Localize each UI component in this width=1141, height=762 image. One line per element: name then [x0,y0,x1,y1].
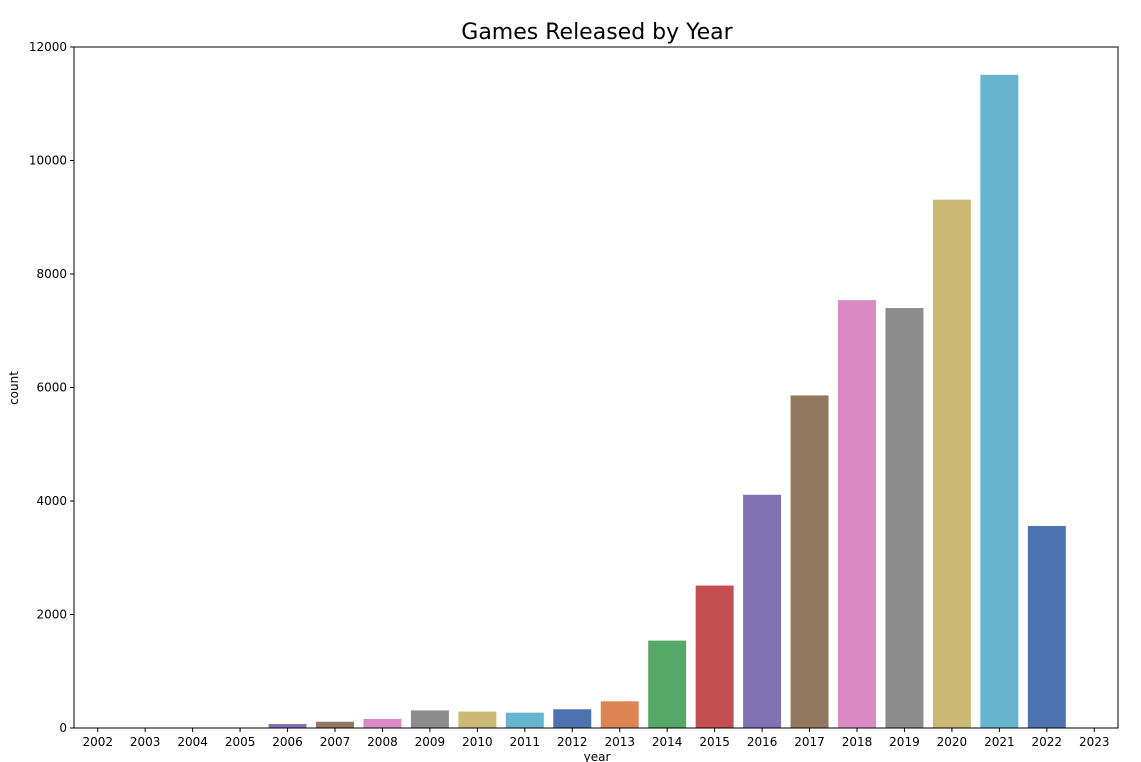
bar-2013 [600,701,639,728]
x-tick-label: 2011 [510,735,541,749]
bar-2022 [1027,525,1066,728]
x-tick-label: 2020 [937,735,968,749]
x-tick-label: 2003 [130,735,161,749]
x-axis-label: year [584,750,611,762]
bar-2008 [363,718,402,728]
bar-2018 [838,300,876,728]
x-tick-label: 2010 [462,735,493,749]
x-tick-label: 2002 [82,735,113,749]
x-tick-label: 2015 [699,735,730,749]
chart-title: Games Released by Year [461,20,733,45]
x-tick-label: 2004 [177,735,208,749]
y-tick-label: 6000 [36,381,67,395]
y-tick-label: 12000 [29,40,67,54]
x-tick-label: 2021 [984,735,1015,749]
plot-frame [73,46,1119,729]
bar-2014 [648,640,687,728]
bar-2012 [553,709,592,728]
bar-2007 [316,721,354,728]
bar-2017 [790,395,829,728]
bar-2011 [505,712,544,728]
x-tick-label: 2012 [557,735,588,749]
x-tick-label: 2009 [415,735,446,749]
x-tick-label: 2017 [794,735,825,749]
x-tick-label: 2007 [320,735,351,749]
y-tick-label: 10000 [29,154,67,168]
x-tick-label: 2014 [652,735,683,749]
x-tick-label: 2019 [889,735,920,749]
y-tick-label: 4000 [36,494,67,508]
x-tick-label: 2018 [842,735,873,749]
y-axis-label: count [7,371,21,405]
bar-2016 [743,494,782,728]
y-tick-label: 2000 [36,608,67,622]
y-axis-ticks: 0 2000 4000 6000 8000 10000 12000 [29,40,74,735]
x-tick-label: 2005 [225,735,256,749]
y-tick-label: 8000 [36,267,67,281]
x-tick-label: 2023 [1079,735,1110,749]
x-tick-label: 2016 [747,735,778,749]
x-tick-label: 2022 [1032,735,1063,749]
bar-2009 [410,710,449,728]
bar-2006 [268,724,307,728]
x-tick-label: 2006 [272,735,303,749]
x-axis-ticks: 2002 2003 2004 2005 2006 2007 2008 2009 2010 2011… [82,728,1110,749]
bar-2015 [695,585,734,728]
y-tick-label: 0 [59,721,67,735]
bar-2010 [458,711,497,728]
bar-2020 [932,199,971,729]
bar-2021 [980,74,1019,729]
x-tick-label: 2008 [367,735,398,749]
x-tick-label: 2013 [604,735,635,749]
bar-2019 [885,308,924,728]
bars-group [78,74,1114,729]
